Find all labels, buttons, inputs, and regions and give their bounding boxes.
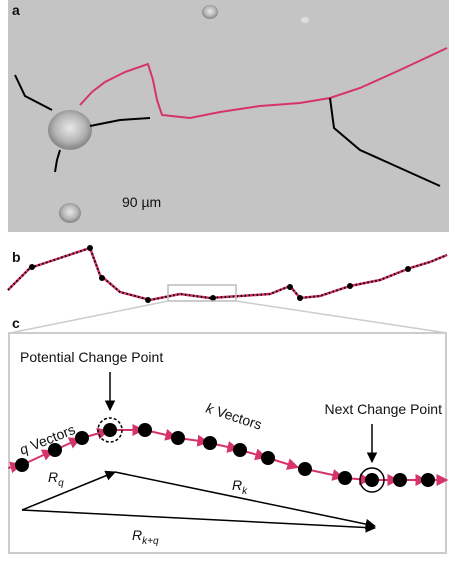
panel-label: c: [12, 315, 20, 331]
zoom-box: [168, 285, 236, 301]
trajectory: [8, 248, 447, 300]
subscript: q: [58, 478, 64, 489]
panel-a: a 90 µm: [8, 0, 449, 232]
symbol: R: [132, 527, 142, 543]
change-points: [29, 245, 411, 303]
panel-label: b: [12, 249, 21, 265]
figure: a 90 µm b c Potential Change Point Next …: [0, 0, 449, 558]
zoom-line: [236, 301, 447, 333]
panel-c: c Potential Change Point Next Change Poi…: [8, 315, 446, 553]
debris: [301, 17, 309, 23]
potential-change-label: Potential Change Point: [20, 349, 163, 365]
cell: [48, 110, 92, 150]
zoom-line: [10, 301, 168, 333]
scale-label: 90 µm: [122, 194, 161, 210]
symbol: R: [232, 477, 242, 493]
symbol: R: [48, 469, 58, 485]
next-change-label: Next Change Point: [324, 401, 442, 417]
panel-b: b: [8, 245, 447, 333]
subscript: k+q: [142, 536, 159, 547]
trajectory-dots: [8, 248, 447, 300]
panel-label: a: [12, 2, 20, 18]
cell: [202, 5, 218, 19]
cell: [59, 203, 81, 223]
